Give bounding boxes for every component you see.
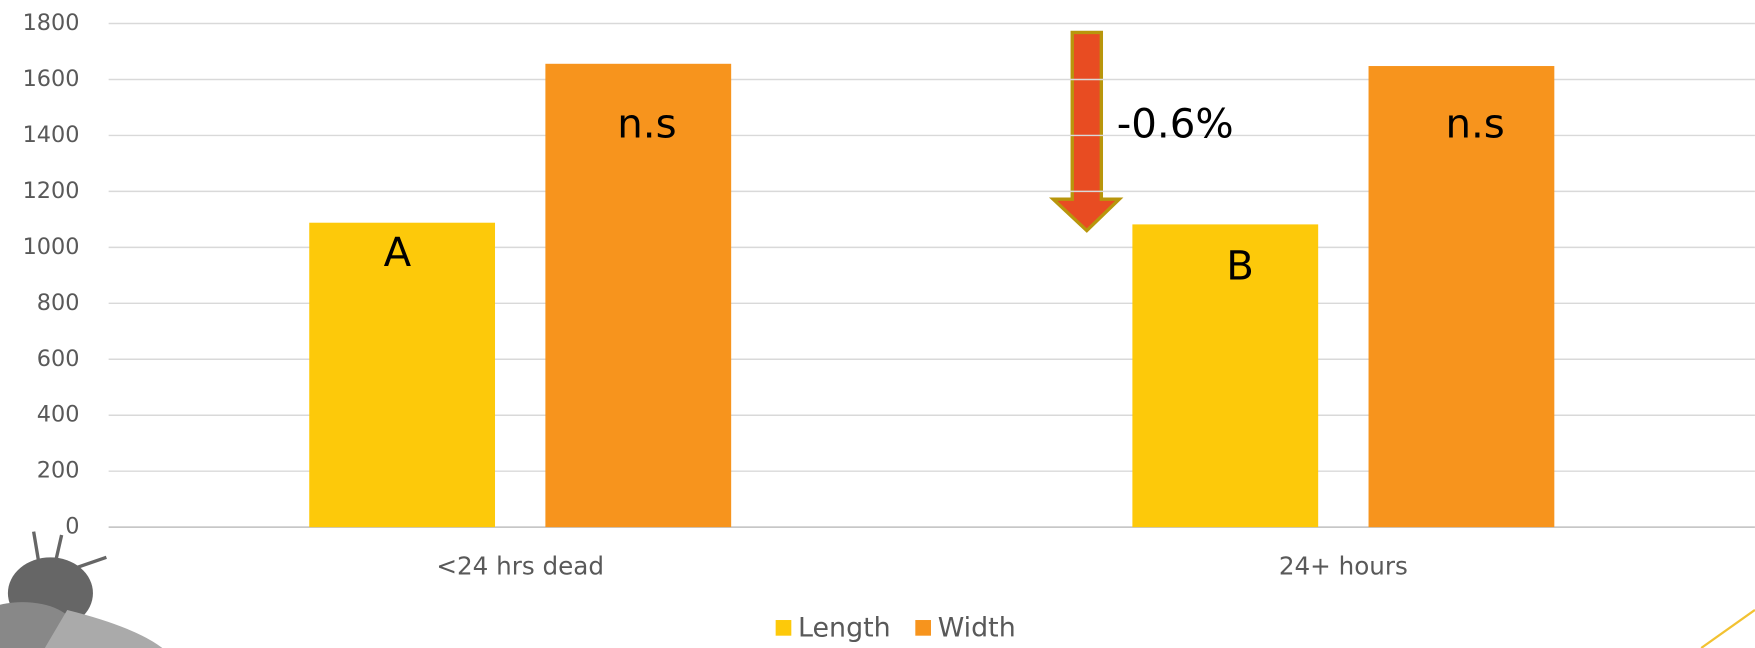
y-tick-label: 1800 xyxy=(23,10,80,36)
bar xyxy=(1132,224,1319,528)
legend-label: Width xyxy=(938,612,1016,643)
y-tick-label: 200 xyxy=(37,458,80,484)
y-tick-label: 400 xyxy=(37,402,80,428)
annotation: n.s xyxy=(617,100,676,147)
x-tick-label: <24 hrs dead xyxy=(436,551,604,580)
x-tick-label: 24+ hours xyxy=(1279,551,1408,580)
y-tick-label: 600 xyxy=(37,346,80,372)
y-tick-label: 1400 xyxy=(23,122,80,148)
y-tick-label: 800 xyxy=(37,290,80,316)
legend-swatch xyxy=(775,620,792,636)
legend-swatch xyxy=(915,620,931,636)
y-tick-label: 1600 xyxy=(23,66,80,92)
bar xyxy=(1368,66,1555,528)
annotation: A xyxy=(384,229,412,276)
y-tick-label: 1000 xyxy=(23,234,80,260)
annotation: n.s xyxy=(1445,100,1504,147)
y-tick-label: 1200 xyxy=(23,178,80,204)
legend-label: Length xyxy=(798,612,891,643)
y-tick-label: 0 xyxy=(65,514,79,540)
bar xyxy=(545,63,732,528)
arrow xyxy=(1048,30,1124,233)
annotation: -0.6% xyxy=(1117,100,1234,147)
annotation: B xyxy=(1226,243,1254,290)
bar xyxy=(309,222,496,528)
decoration xyxy=(1700,609,1755,648)
logo xyxy=(0,531,163,648)
